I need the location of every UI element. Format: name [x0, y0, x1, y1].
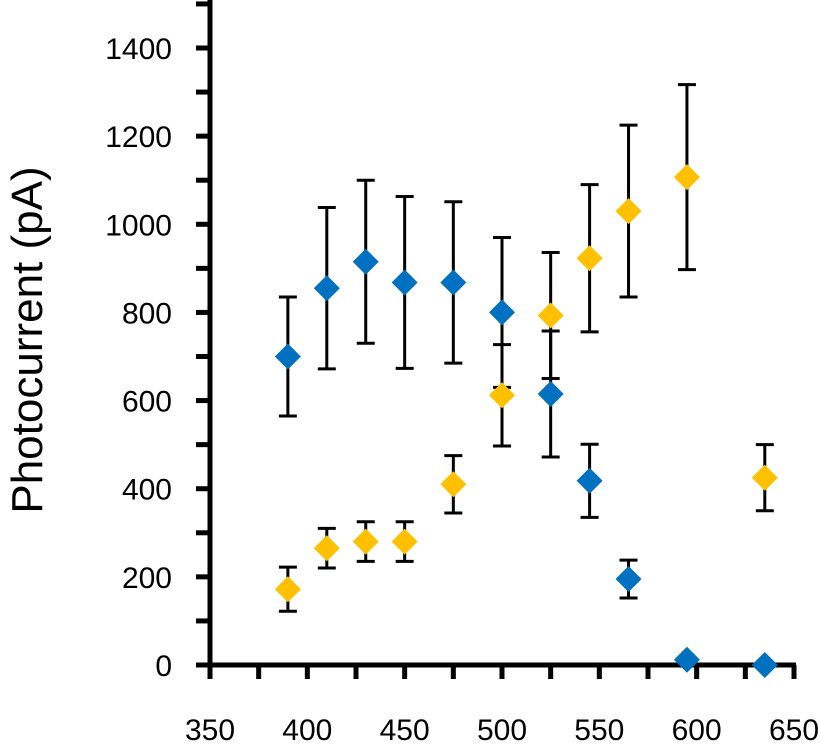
y-tick-labels: 0 200 400 600 800 1000 1200 1400: [105, 33, 172, 683]
y-tick-label: 200: [122, 562, 172, 595]
axes: [196, 0, 797, 679]
data-point-series-1: [576, 467, 603, 494]
data-markers: [274, 164, 778, 678]
data-point-series-2: [391, 528, 418, 555]
data-point-series-1: [391, 269, 418, 296]
data-point-series-2: [489, 382, 515, 409]
data-point-series-1: [274, 343, 301, 370]
x-tick-label: 400: [282, 714, 332, 747]
y-tick-label: 1200: [105, 121, 172, 154]
data-point-series-2: [537, 302, 564, 329]
x-tick-label: 600: [672, 714, 722, 747]
x-tick-label: 550: [574, 714, 624, 747]
data-point-series-2: [440, 471, 467, 498]
data-point-series-2: [576, 245, 603, 272]
y-tick-label: 0: [155, 650, 172, 683]
data-point-series-1: [751, 652, 778, 678]
error-bars: [278, 83, 774, 613]
data-point-series-2: [352, 528, 379, 555]
data-point-series-1: [352, 248, 379, 275]
x-tick-labels: 350 400 450 500 550 600 650: [185, 714, 819, 747]
data-point-series-2: [751, 464, 778, 491]
y-tick-label: 1400: [105, 33, 172, 66]
data-point-series-2: [313, 535, 340, 562]
y-axis-title: Photocurrent (pA): [3, 166, 52, 513]
y-tick-label: 600: [122, 386, 172, 419]
data-point-series-1: [615, 566, 642, 593]
data-point-series-1: [537, 380, 564, 407]
data-point-series-2: [615, 198, 642, 225]
data-point-series-1: [313, 275, 340, 302]
data-point-series-1: [440, 269, 467, 296]
x-tick-label: 650: [769, 714, 819, 747]
data-point-series-1: [489, 299, 515, 326]
y-tick-label: 800: [122, 297, 172, 330]
data-point-series-1: [673, 646, 700, 673]
y-tick-label: 1000: [105, 209, 172, 242]
data-point-series-2: [274, 576, 301, 603]
data-point-series-2: [673, 164, 700, 191]
x-tick-label: 450: [380, 714, 430, 747]
x-tick-label: 500: [477, 714, 527, 747]
y-tick-label: 400: [122, 474, 172, 507]
x-tick-label: 350: [185, 714, 235, 747]
